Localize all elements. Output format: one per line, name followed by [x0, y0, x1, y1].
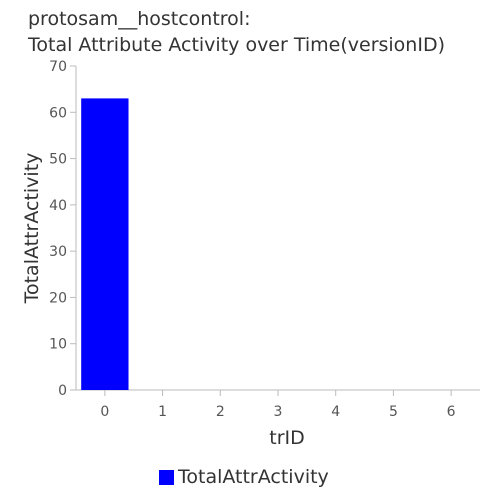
y-tick-label: 70	[49, 59, 67, 75]
chart-title: protosam__hostcontrol: Total Attribute A…	[28, 6, 445, 58]
x-axis-title: trID	[269, 427, 305, 449]
bar-0	[81, 98, 129, 391]
x-tick-label: 4	[331, 404, 340, 420]
x-tick-label: 3	[274, 404, 283, 420]
y-tick-label: 50	[49, 152, 67, 168]
x-tick-label: 6	[447, 404, 456, 420]
y-tick-label: 0	[58, 383, 67, 399]
x-axis: 0 1 2 3 4 5 6	[76, 389, 480, 420]
chart-title-line-2: Total Attribute Activity over Time(versi…	[28, 34, 445, 56]
x-tick-label: 1	[158, 404, 167, 420]
y-axis: 0 10 20 30 40 50 60 70	[49, 59, 77, 399]
legend-swatch	[159, 469, 174, 485]
legend-label: TotalAttrActivity	[178, 466, 329, 488]
y-tick-label: 30	[49, 244, 67, 260]
legend: TotalAttrActivity	[159, 466, 329, 488]
y-axis-title: TotalAttrActivity	[21, 153, 43, 305]
y-tick-label: 20	[49, 290, 67, 306]
y-tick-label: 40	[49, 198, 67, 214]
y-tick-label: 60	[49, 105, 67, 121]
x-tick-label: 0	[100, 404, 109, 420]
x-tick-label: 2	[216, 404, 225, 420]
y-tick-label: 10	[49, 337, 67, 353]
x-tick-label: 5	[389, 404, 398, 420]
bars	[81, 98, 129, 391]
chart-title-line-1: protosam__hostcontrol:	[28, 8, 251, 30]
